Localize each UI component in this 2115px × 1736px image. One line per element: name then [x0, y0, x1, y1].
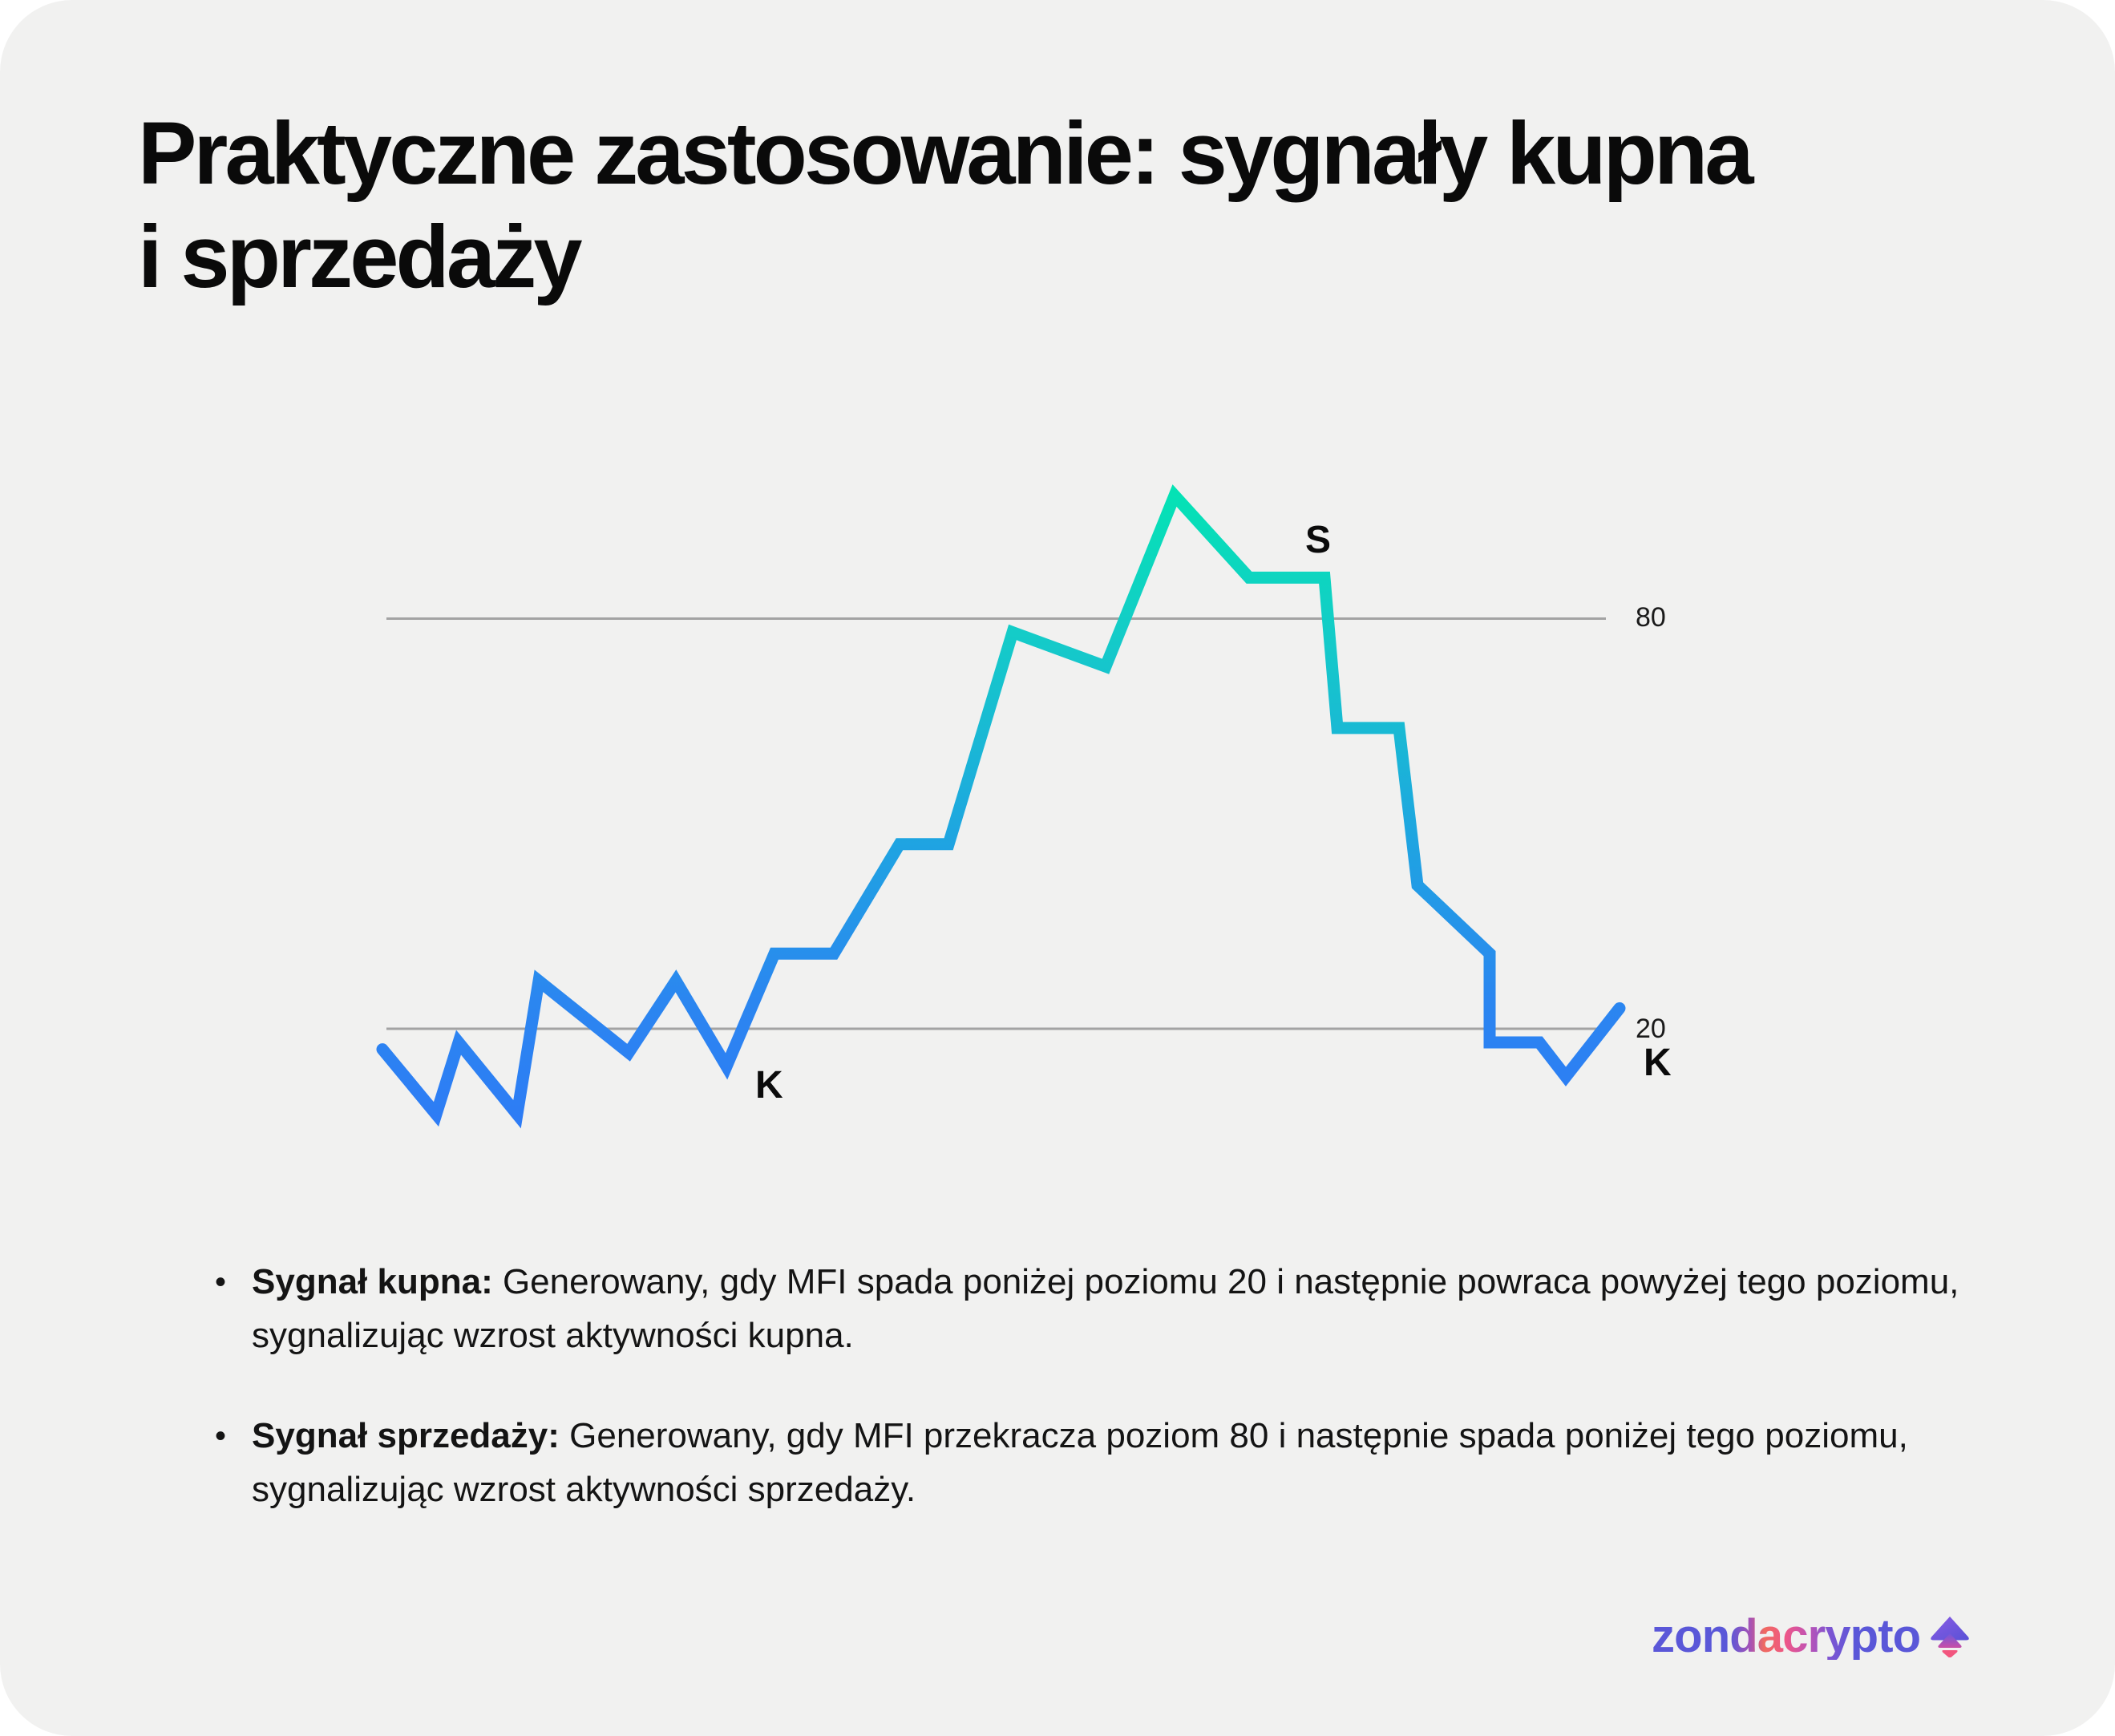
zondacrypto-wordmark: zondacrypto — [1652, 1610, 1921, 1662]
sell-signal-description: Sygnał sprzedaży: Generowany, gdy MFI pr… — [252, 1410, 1987, 1517]
sell-signal-body: Generowany, gdy MFI przekracza poziom 80… — [252, 1415, 1908, 1509]
list-item: • Sygnał sprzedaży: Generowany, gdy MFI … — [215, 1410, 1987, 1517]
level-20-label: 20 — [1636, 1014, 1666, 1044]
zondacrypto-logo: zondacrypto — [1652, 1613, 1971, 1660]
page-title-line2: i sprzedaży — [138, 207, 583, 306]
list-item: • Sygnał kupna: Generowany, gdy MFI spad… — [215, 1256, 1987, 1363]
page-title-line1: Praktyczne zastosowanie: sygnały kupna — [138, 104, 1754, 203]
buy-signal-label-left: K — [755, 1064, 783, 1107]
sell-signal-label: S — [1305, 519, 1332, 561]
buy-signal-body: Generowany, gdy MFI spada poniżej poziom… — [252, 1262, 1959, 1355]
mfi-series-line — [376, 484, 1626, 1129]
spruce-tree-icon — [1931, 1617, 1970, 1657]
page-title: Praktyczne zastosowanie: sygnały kupna i… — [138, 103, 1754, 309]
buy-signal-lead: Sygnał kupna: — [252, 1262, 493, 1301]
buy-signal-label-right: K — [1644, 1042, 1672, 1084]
sell-signal-lead: Sygnał sprzedaży: — [252, 1415, 560, 1455]
bullet-marker: • — [215, 1418, 227, 1454]
buy-signal-description: Sygnał kupna: Generowany, gdy MFI spada … — [252, 1256, 1987, 1363]
bullet-marker: • — [215, 1265, 227, 1300]
signal-descriptions: • Sygnał kupna: Generowany, gdy MFI spad… — [215, 1256, 1987, 1564]
level-80-label: 80 — [1636, 602, 1666, 633]
